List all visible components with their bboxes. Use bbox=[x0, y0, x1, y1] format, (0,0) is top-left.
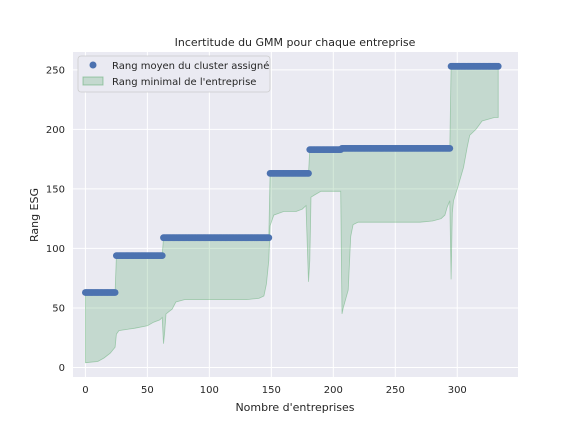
x-tick-label: 200 bbox=[324, 385, 343, 396]
cluster-mean-point bbox=[265, 234, 273, 242]
x-tick-label: 300 bbox=[448, 385, 467, 396]
cluster-mean-point bbox=[305, 170, 312, 177]
cluster-mean-point bbox=[158, 252, 166, 259]
cluster-mean-point bbox=[111, 289, 119, 296]
y-tick-label: 150 bbox=[46, 184, 65, 195]
x-tick-label: 250 bbox=[386, 385, 405, 396]
y-tick-label: 250 bbox=[46, 65, 65, 76]
y-tick-label: 100 bbox=[46, 244, 65, 255]
legend-label-minimal-rank: Rang minimal de l'entreprise bbox=[112, 77, 256, 88]
legend-marker-cluster-mean bbox=[89, 61, 97, 69]
chart-title: Incertitude du GMM pour chaque entrepris… bbox=[175, 36, 416, 49]
points-layer bbox=[82, 62, 502, 296]
y-tick-label: 50 bbox=[52, 303, 65, 314]
legend: Rang moyen du cluster assigné Rang minim… bbox=[77, 55, 271, 93]
y-tick-labels: 0 50 100 150 200 250 bbox=[46, 65, 65, 374]
legend-box bbox=[77, 55, 271, 93]
y-axis-label: Rang ESG bbox=[28, 188, 41, 242]
x-tick-labels: 0 50 100 150 200 250 300 bbox=[82, 385, 467, 396]
x-axis-label: Nombre d'entreprises bbox=[235, 401, 354, 414]
y-tick-label: 0 bbox=[59, 363, 65, 374]
cluster-mean-point bbox=[494, 62, 502, 70]
x-tick-label: 150 bbox=[262, 385, 281, 396]
legend-label-cluster-mean: Rang moyen du cluster assigné bbox=[112, 60, 269, 72]
y-tick-label: 200 bbox=[46, 125, 65, 136]
cluster-mean-point bbox=[446, 145, 454, 152]
x-tick-label: 100 bbox=[200, 385, 219, 396]
x-tick-label: 50 bbox=[141, 385, 154, 396]
x-tick-label: 0 bbox=[82, 385, 88, 396]
legend-patch-minimal-rank bbox=[82, 76, 104, 86]
